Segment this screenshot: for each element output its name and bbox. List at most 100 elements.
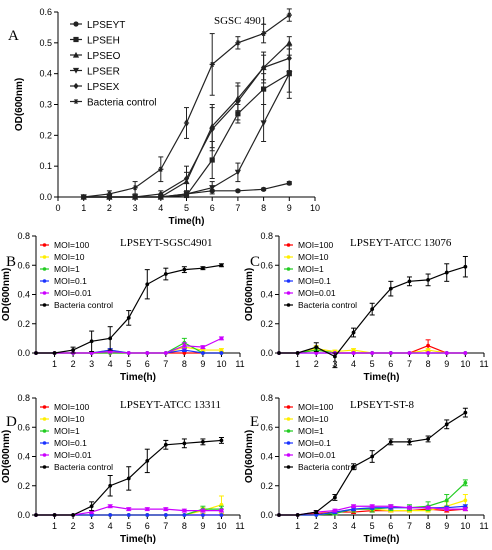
- data-point: [370, 307, 375, 312]
- legend-label: MOI=1: [298, 264, 324, 274]
- legend-label: MOI=100: [298, 402, 333, 412]
- data-point: [126, 316, 131, 320]
- data-point: [333, 495, 337, 500]
- data-point: [286, 71, 293, 77]
- data-point: [81, 194, 87, 200]
- x-tick-label: 3: [332, 521, 337, 531]
- panel-letter: D: [6, 414, 17, 430]
- legend-marker: [72, 51, 80, 58]
- data-point: [145, 282, 150, 287]
- data-point: [145, 351, 150, 355]
- legend-marker: [73, 98, 79, 105]
- legend-marker: [73, 82, 79, 90]
- x-tick-label: 3: [133, 203, 138, 213]
- data-point: [89, 510, 94, 514]
- legend-marker: [286, 291, 291, 295]
- y-tick-label: 0.1: [39, 161, 52, 171]
- data-point-stroke: [184, 120, 189, 126]
- data-point: [89, 351, 94, 355]
- data-point: [219, 263, 224, 268]
- y-tick-label: 0.8: [260, 231, 273, 241]
- data-point: [126, 513, 131, 517]
- data-point: [201, 439, 205, 444]
- x-tick-label: 11: [479, 521, 488, 531]
- data-point: [219, 351, 224, 355]
- data-point: [463, 351, 468, 355]
- x-tick-label: 6: [145, 359, 150, 369]
- y-axis-label: OD(600nm): [1, 268, 12, 321]
- series-5: [81, 8, 292, 200]
- data-point: [261, 64, 267, 71]
- panel-letter: B: [6, 254, 16, 270]
- y-axis-label: OD(600nm): [244, 268, 255, 321]
- legend-marker: [286, 243, 291, 247]
- x-tick-label: 4: [108, 359, 113, 369]
- x-tick-label: 9: [200, 521, 205, 531]
- y-axis-label: OD(600nm): [244, 430, 255, 483]
- legend-marker: [42, 255, 47, 259]
- data-point: [183, 120, 190, 126]
- data-point: [209, 157, 215, 163]
- y-tick-label: 0.0: [17, 348, 30, 358]
- x-tick-label: 11: [235, 359, 244, 369]
- data-point: [219, 502, 224, 507]
- data-point-stroke: [287, 12, 292, 18]
- data-point: [106, 191, 112, 197]
- legend-marker: [42, 453, 47, 457]
- legend: MOI=100 MOI=10 MOI=1 MOI=0.1 MOI=0.01 Bacteri…: [40, 402, 113, 472]
- y-tick-label: 0.2: [260, 319, 273, 329]
- data-point: [351, 348, 356, 352]
- legend-marker: [42, 243, 47, 247]
- legend-label: MOI=100: [298, 240, 333, 250]
- panel-a: A SGSC 4901 0.0 0.1 0.2 0.3 0.4 0.5 0.6 0 1 2 3 4 5 6 7 8…: [8, 7, 320, 227]
- data-point: [388, 286, 393, 291]
- x-tick-label: 1: [52, 359, 57, 369]
- data-point: [132, 193, 138, 201]
- data-point: [426, 437, 430, 441]
- legend-label: MOI=0.01: [54, 288, 92, 298]
- legend-marker-stroke: [74, 98, 78, 105]
- data-point: [71, 348, 75, 352]
- y-tick-label: 0.6: [39, 7, 52, 17]
- data-point: [201, 345, 205, 350]
- legend-marker: [286, 441, 291, 445]
- data-point: [463, 480, 468, 485]
- data-point: [426, 348, 430, 352]
- chart-title: LPSEYT-SGSC4901: [120, 237, 213, 249]
- data-point-stroke: [81, 194, 86, 200]
- legend-marker: [42, 441, 47, 445]
- legend-label: LPSEYT: [87, 20, 125, 31]
- x-tick-label: 6: [210, 203, 215, 213]
- data-point: [126, 507, 131, 512]
- data-point: [463, 264, 468, 269]
- data-point: [158, 190, 164, 198]
- y-tick-label: 0.6: [17, 260, 30, 270]
- x-axis-label: Time(h): [364, 534, 400, 545]
- chart-title: LPSEYT-ATCC 13311: [120, 399, 221, 411]
- y-tick-label: 0.5: [39, 38, 52, 48]
- data-point: [163, 513, 168, 517]
- data-point: [333, 354, 337, 359]
- legend-label: Bacteria control: [298, 300, 357, 310]
- x-axis-label: Time(h): [169, 216, 205, 227]
- data-point: [463, 410, 468, 415]
- data-point: [426, 351, 430, 355]
- data-point: [351, 330, 356, 335]
- x-tick-label: 5: [126, 359, 131, 369]
- y-axis-label: OD(600nm): [1, 430, 12, 483]
- x-tick-label: 8: [261, 203, 266, 213]
- data-point: [351, 464, 356, 469]
- series-5: [277, 407, 468, 517]
- legend-label: MOI=10: [298, 252, 329, 262]
- x-tick-label: 8: [182, 359, 187, 369]
- chart-title: SGSC 4901: [214, 15, 266, 27]
- legend-label: MOI=0.01: [298, 288, 336, 298]
- series-line: [36, 337, 222, 354]
- data-point: [163, 507, 168, 512]
- data-point: [351, 504, 356, 509]
- legend-marker: [286, 429, 291, 433]
- legend-label: MOI=1: [298, 426, 324, 436]
- legend-marker: [286, 255, 291, 259]
- data-point: [158, 166, 164, 172]
- data-point: [235, 40, 241, 46]
